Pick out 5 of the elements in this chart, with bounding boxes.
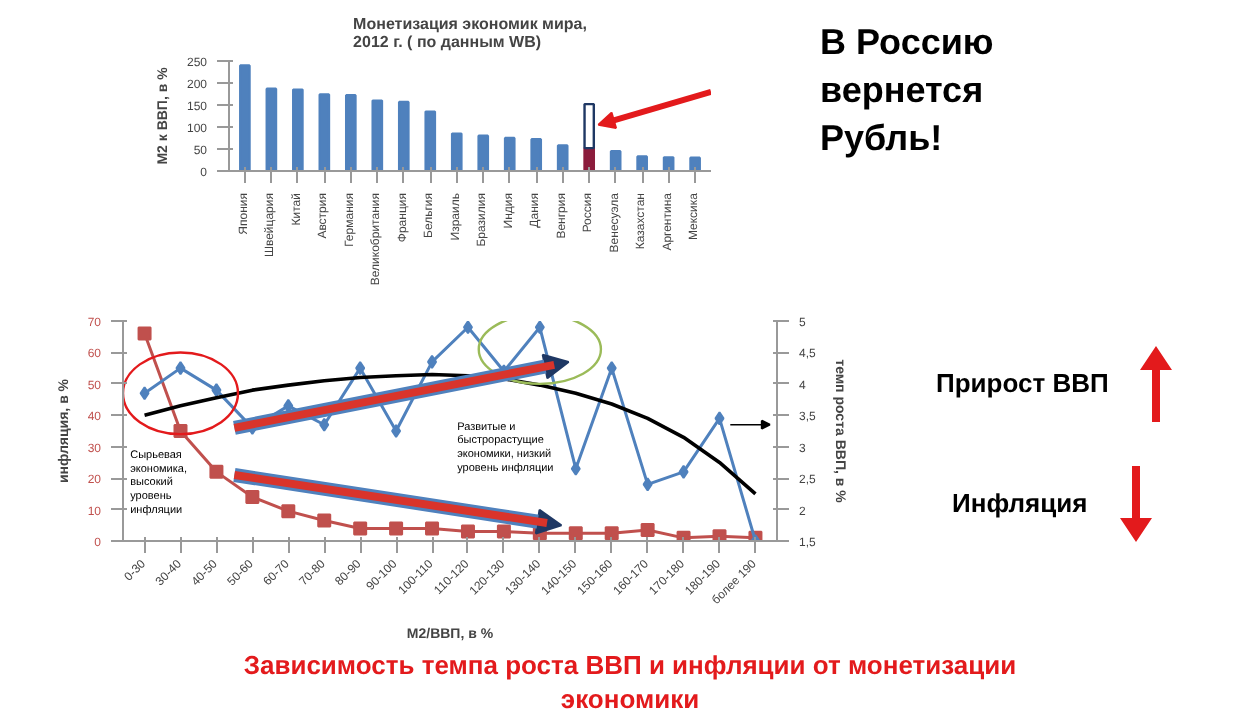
chart-title: Монетизация экономик мира, 2012 г. ( по данным WB)	[353, 15, 587, 51]
text: Зависимость темпа роста ВВП и инфляции от монетизации экономики	[241, 648, 1019, 716]
text: В Россию вернется Рубль!	[818, 20, 996, 162]
text: Инфляция	[950, 485, 1090, 522]
text: Прирост ВВП	[936, 365, 1111, 402]
